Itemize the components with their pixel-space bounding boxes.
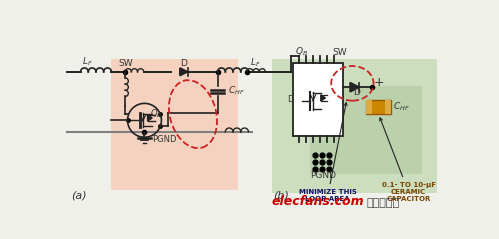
Polygon shape [180, 68, 188, 76]
Text: D: D [287, 95, 293, 104]
Polygon shape [350, 83, 359, 92]
Text: $L_F$: $L_F$ [250, 57, 261, 69]
Text: 电子发烧友: 电子发烧友 [367, 198, 400, 208]
Polygon shape [148, 115, 152, 121]
Text: 0.1- TO 10-μF
CERAMIC
CAPACITOR: 0.1- TO 10-μF CERAMIC CAPACITOR [380, 118, 436, 202]
Bar [293, 63, 343, 136]
Bar [271, 59, 437, 193]
Text: PGND: PGND [152, 135, 177, 144]
Text: $Q_B$: $Q_B$ [150, 108, 162, 120]
Text: D: D [180, 60, 187, 68]
Text: $L_F$: $L_F$ [82, 56, 93, 68]
Text: $C_{HF}$: $C_{HF}$ [228, 85, 245, 97]
Bar [310, 86, 368, 174]
Text: elecfans.com: elecfans.com [271, 195, 364, 208]
Text: $Q_B$: $Q_B$ [294, 46, 308, 58]
Bar [386, 100, 391, 114]
Text: MINIMIZE THIS
LOOP AREA: MINIMIZE THIS LOOP AREA [299, 103, 357, 202]
Text: SW: SW [332, 48, 347, 57]
Bar [368, 86, 422, 174]
Bar [366, 100, 391, 114]
Text: D: D [353, 88, 360, 97]
Bar [111, 59, 239, 190]
Text: +: + [373, 76, 384, 89]
Bar [366, 100, 372, 114]
Text: PGND: PGND [310, 171, 336, 180]
Text: SW: SW [118, 60, 133, 68]
Polygon shape [321, 95, 325, 101]
Text: $C_{HF}$: $C_{HF}$ [393, 101, 410, 114]
Text: (b): (b) [273, 191, 289, 201]
Text: (a): (a) [71, 191, 87, 201]
